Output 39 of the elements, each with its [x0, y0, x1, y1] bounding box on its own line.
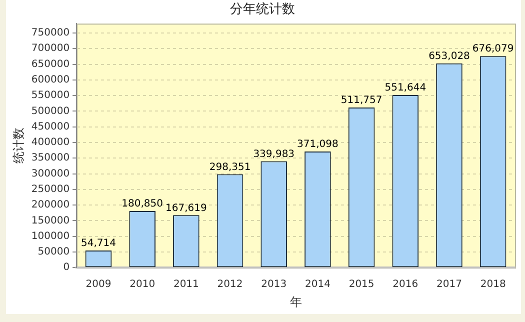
data-label: 676,079: [472, 44, 514, 55]
x-axis-title: 年: [290, 294, 302, 309]
y-tick-label: 200000: [31, 200, 70, 211]
y-tick-label: 250000: [31, 184, 70, 195]
x-tick-label: 2012: [217, 279, 243, 290]
x-tick-label: 2013: [261, 279, 287, 290]
y-tick-label: 350000: [31, 152, 70, 164]
x-tick-label: 2010: [130, 279, 156, 290]
y-axis-title: 统计数: [11, 128, 26, 164]
data-label: 371,098: [297, 139, 338, 150]
y-tick-label: 450000: [31, 121, 70, 132]
chart-title: 分年统计数: [230, 2, 295, 18]
y-tick-label: 300000: [31, 168, 70, 180]
y-tick-label: 750000: [31, 28, 70, 39]
data-label: 339,983: [253, 148, 295, 160]
data-label: 298,351: [209, 162, 251, 173]
data-label: 511,757: [340, 95, 382, 106]
x-tick-label: 2016: [392, 279, 418, 290]
data-label: 180,850: [122, 198, 164, 210]
x-tick-label: 2011: [173, 279, 199, 290]
data-label: 551,644: [384, 82, 426, 94]
y-tick-label: 550000: [31, 90, 70, 102]
y-tick-label: 150000: [31, 215, 70, 226]
y-tick-label: 700000: [31, 43, 70, 54]
data-label: 167,619: [166, 202, 207, 214]
x-tick-label: 2009: [86, 279, 112, 290]
y-tick-label: 100000: [31, 230, 70, 242]
x-tick-label: 2017: [436, 279, 462, 290]
data-label: 54,714: [80, 238, 116, 250]
y-tick-label: 600000: [31, 74, 70, 86]
x-tick-label: 2014: [304, 279, 330, 290]
x-tick-label: 2018: [480, 279, 506, 290]
data-label: 653,028: [428, 50, 470, 62]
y-tick-label: 400000: [31, 137, 70, 148]
y-tick-label: 500000: [31, 106, 70, 117]
y-tick-label: 50000: [38, 246, 70, 258]
y-tick-label: 650000: [31, 58, 70, 70]
y-tick-label: 0: [63, 262, 70, 274]
x-tick-label: 2015: [348, 279, 374, 290]
